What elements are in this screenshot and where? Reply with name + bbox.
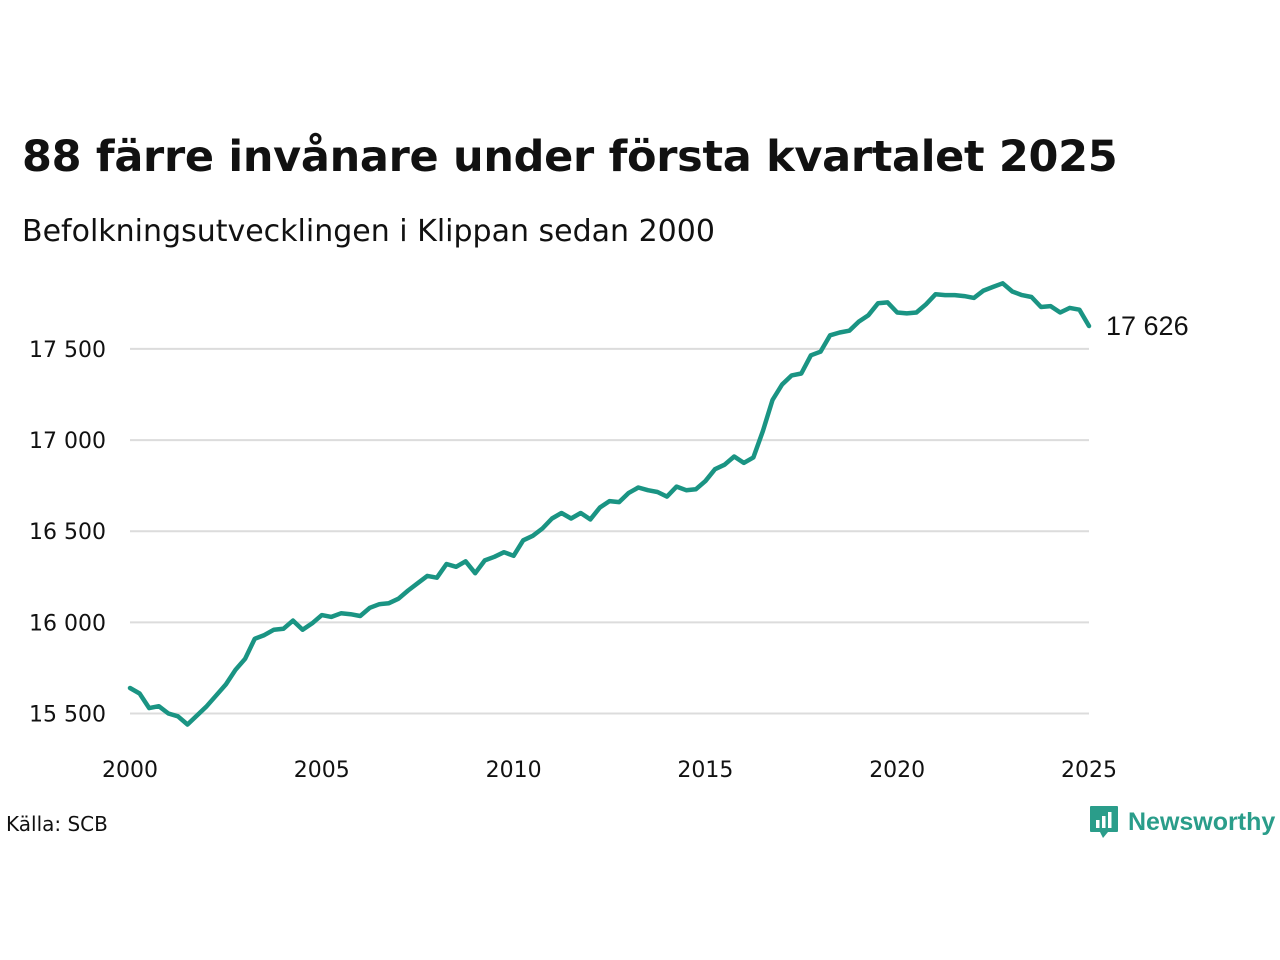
brand-logo[interactable]: Newsworthy (1088, 804, 1275, 840)
gridlines (130, 347, 1089, 715)
x-tick-label: 2015 (677, 758, 733, 783)
chart-subtitle: Befolkningsutvecklingen i Klippan sedan … (22, 214, 715, 249)
x-tick-label: 2020 (869, 758, 925, 783)
y-tick-label: 16 000 (29, 611, 106, 636)
population-line (127, 281, 1092, 727)
end-value-label: 17 626 (1106, 311, 1189, 341)
brand-name: Newsworthy (1128, 807, 1276, 836)
y-tick-label: 17 000 (29, 429, 106, 454)
y-tick-label: 17 500 (29, 338, 106, 363)
source-note: Källa: SCB (6, 812, 108, 836)
y-tick-label: 15 500 (29, 703, 106, 728)
x-axis-tick-labels: 2000 2005 2010 2015 2020 2025 (102, 758, 1117, 783)
x-tick-label: 2025 (1061, 758, 1117, 783)
y-axis-tick-labels: 15 500 16 000 16 500 17 000 17 500 (29, 338, 106, 728)
series-group (127, 281, 1092, 727)
x-tick-label: 2005 (294, 758, 350, 783)
x-tick-label: 2010 (486, 758, 542, 783)
newsworthy-logo-icon (1090, 806, 1118, 838)
x-tick-label: 2000 (102, 758, 158, 783)
chart-title: 88 färre invånare under första kvartalet… (22, 132, 1118, 182)
y-tick-label: 16 500 (29, 520, 106, 545)
